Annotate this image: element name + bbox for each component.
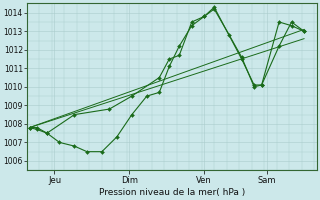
X-axis label: Pression niveau de la mer( hPa ): Pression niveau de la mer( hPa ) bbox=[99, 188, 245, 197]
